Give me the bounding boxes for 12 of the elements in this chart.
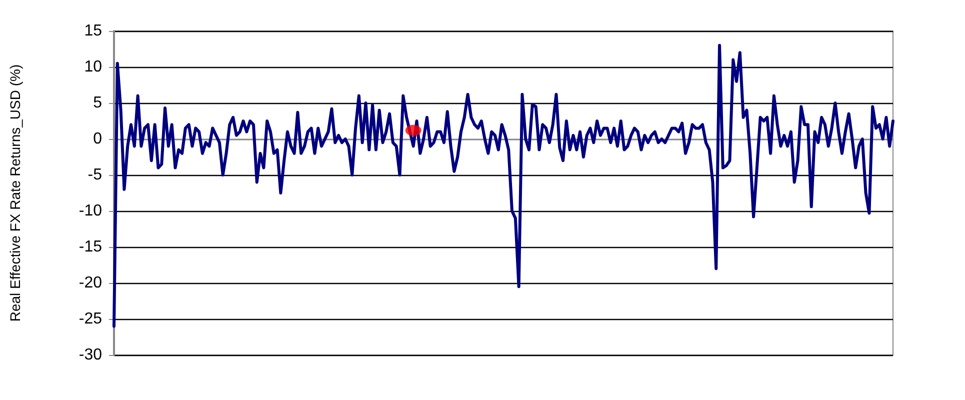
y-tick-label: 15 xyxy=(84,22,102,40)
y-tick-label: -20 xyxy=(78,274,102,292)
line-series xyxy=(112,44,894,328)
y-tick-label: -5 xyxy=(88,166,102,184)
y-tick-label: 5 xyxy=(93,94,102,112)
y-tick-label: 10 xyxy=(84,58,102,76)
y-tick-label: -15 xyxy=(78,238,102,256)
y-tick-label: -30 xyxy=(78,346,102,364)
y-tick-label: 0 xyxy=(93,130,102,148)
y-axis-title: Real Effective FX Rate Returns_USD (%) xyxy=(7,64,23,322)
y-tick-label: -10 xyxy=(78,202,102,220)
y-tick-label: -25 xyxy=(78,310,102,328)
